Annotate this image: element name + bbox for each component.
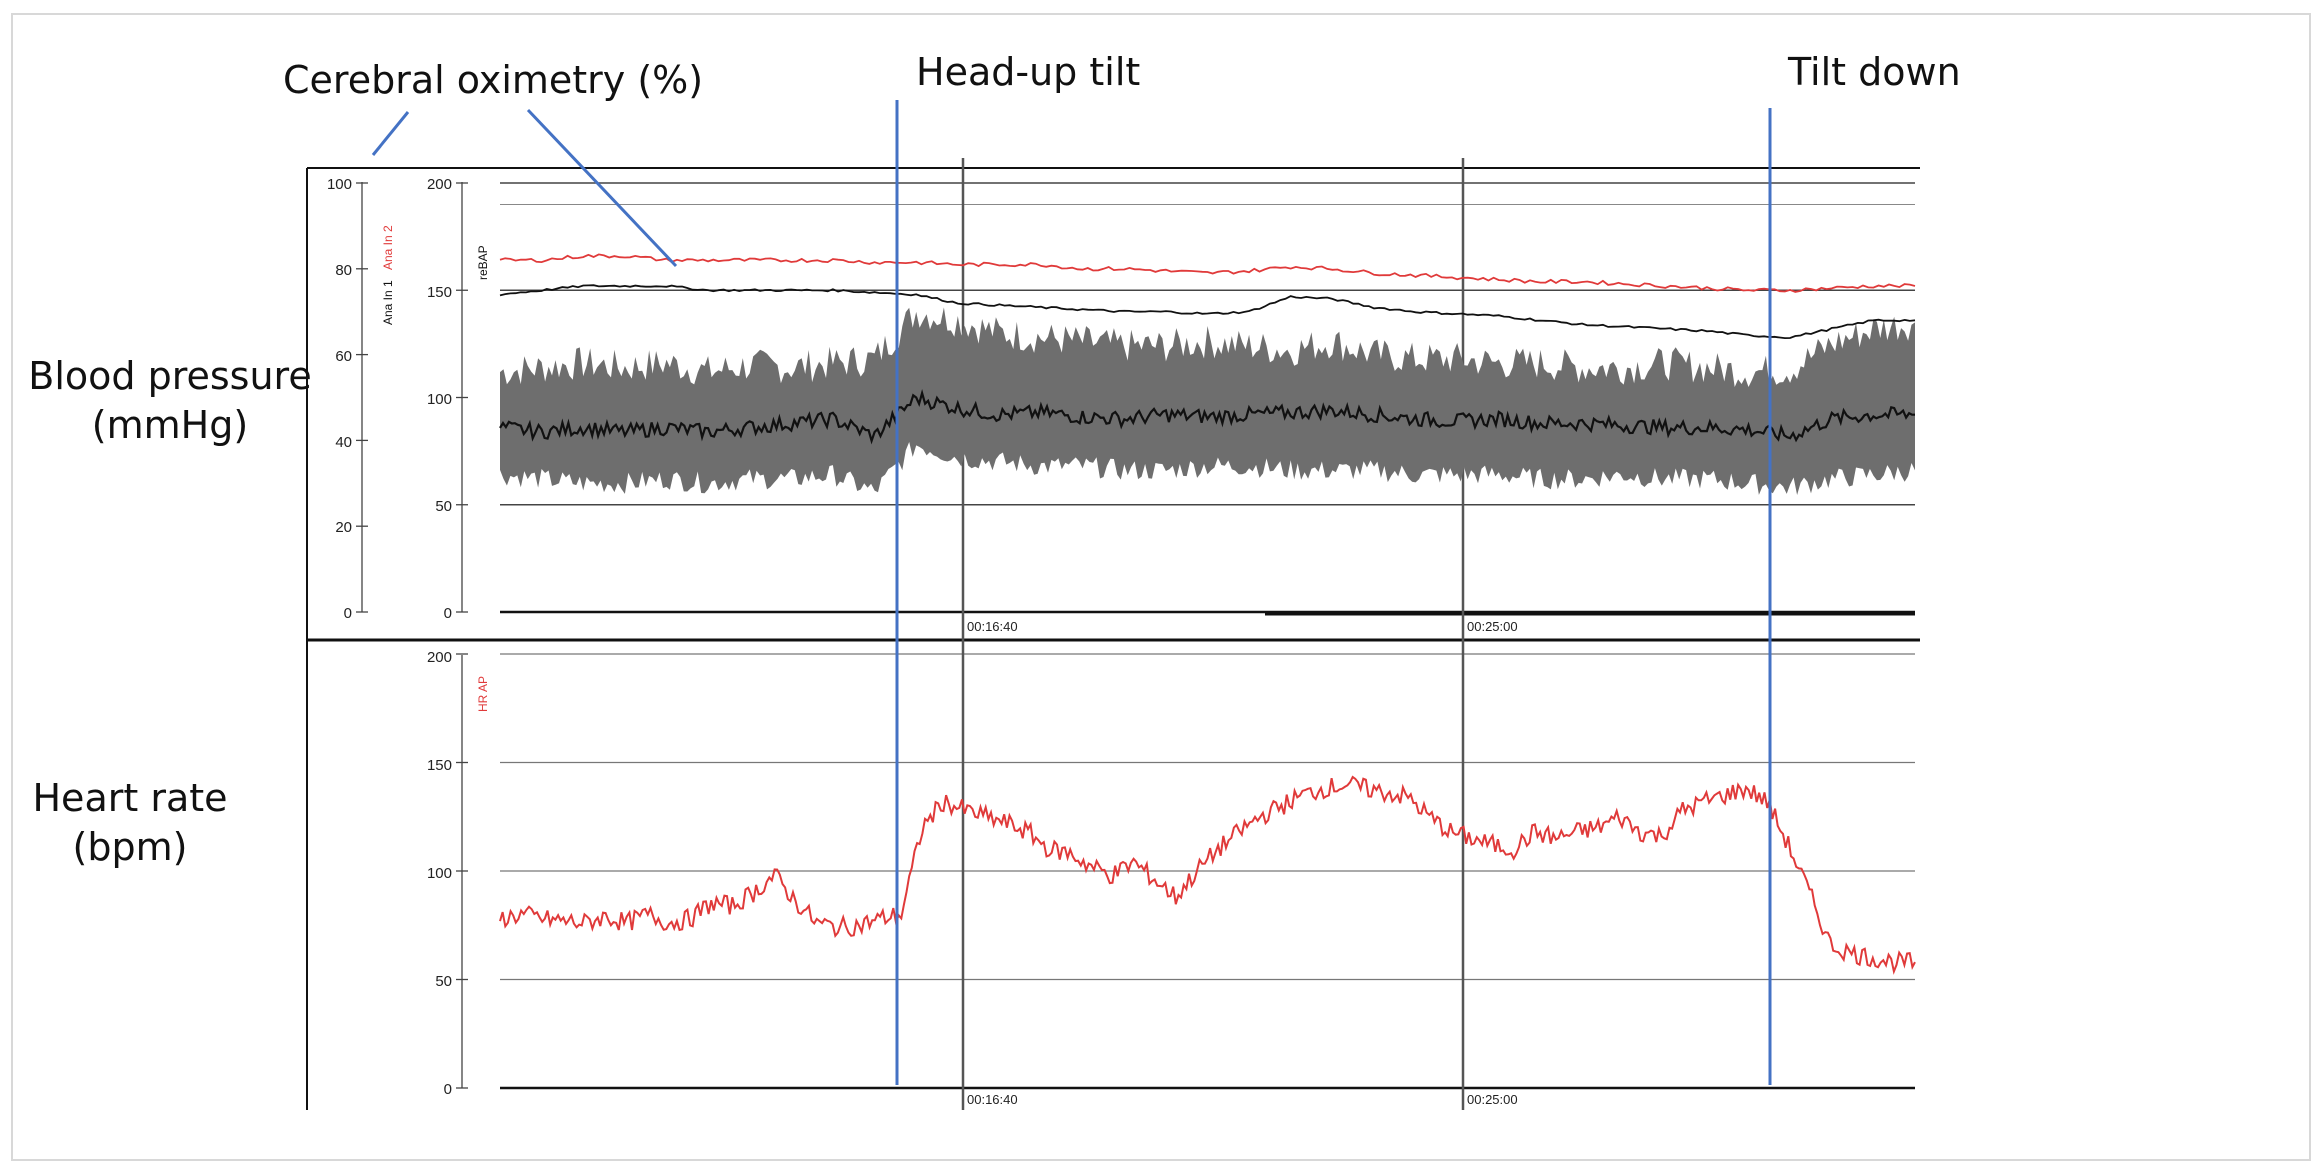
bp-tick-label: 50	[435, 498, 452, 515]
pressure-ticks: 200 150 100 50 0	[427, 176, 452, 622]
rebap-mean-line	[499, 389, 1915, 445]
rebap-label: reBAP	[476, 245, 490, 280]
hr-tick-label: 200	[427, 649, 452, 666]
oximetry-pointer-1	[371, 111, 410, 156]
hr-ap-label: HR AP	[476, 676, 490, 712]
ana-in-1-line	[499, 284, 1916, 340]
blood-pressure-label: Blood pressure	[28, 354, 311, 398]
tilt-down-annotation: Tilt down	[1787, 50, 1961, 94]
hr-tick-label: 100	[427, 865, 452, 882]
bottom-grid	[500, 653, 1915, 1090]
hr-tick-label: 150	[427, 757, 452, 774]
hr-tick-label: 50	[435, 973, 452, 990]
time-label: 00:25:00	[1467, 1092, 1518, 1107]
ana-in-2-line	[499, 253, 1916, 293]
head-up-tilt-annotation: Head-up tilt	[916, 50, 1140, 94]
hr-ap-line	[499, 775, 1916, 975]
hr-tick-label: 0	[444, 1081, 452, 1098]
ana-in-2-label: Ana In 2	[381, 225, 395, 270]
ana-in-1-label: Ana In 1	[381, 280, 395, 325]
bp-tick-label: 200	[427, 176, 452, 193]
hr-ticks: 200 150 100 50 0	[427, 649, 452, 1098]
bp-tick-label: 150	[427, 284, 452, 301]
ox-tick-label: 0	[344, 605, 352, 622]
oximetry-annotation: Cerebral oximetry (%)	[283, 58, 703, 102]
time-label: 00:16:40	[967, 619, 1018, 634]
blood-pressure-unit: (mmHg)	[92, 403, 248, 447]
rebap-band	[500, 307, 1915, 495]
ox-tick-label: 80	[335, 262, 352, 279]
figure-border	[11, 13, 2311, 1161]
time-label: 00:25:00	[1467, 619, 1518, 634]
heart-rate-label: Heart rate	[32, 776, 227, 820]
time-label: 00:16:40	[967, 1092, 1018, 1107]
bp-tick-label: 0	[444, 605, 452, 622]
ox-tick-label: 20	[335, 519, 352, 536]
bp-tick-label: 100	[427, 391, 452, 408]
oximetry-pointer-2	[526, 108, 678, 268]
oximetry-ticks: 100 80 60 40 20 0	[327, 176, 352, 622]
heart-rate-unit: (bpm)	[73, 825, 188, 869]
ox-tick-label: 40	[335, 434, 352, 451]
ox-tick-label: 100	[327, 176, 352, 193]
ox-tick-label: 60	[335, 348, 352, 365]
